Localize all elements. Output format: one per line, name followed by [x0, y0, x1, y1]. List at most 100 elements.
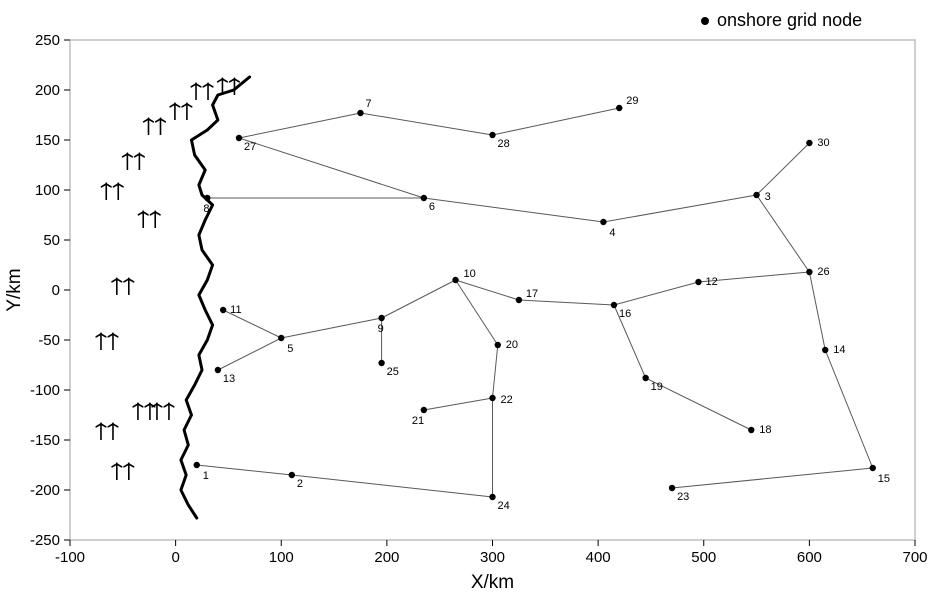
- grid-node: [278, 335, 284, 341]
- grid-node-label: 16: [619, 308, 631, 320]
- y-tick-label: 150: [35, 132, 60, 149]
- grid-node: [289, 472, 295, 478]
- grid-node-label: 19: [651, 381, 663, 393]
- grid-node: [495, 342, 501, 348]
- x-tick-label: 400: [586, 549, 611, 566]
- x-tick-label: 600: [797, 549, 822, 566]
- wind-farm-icon: [96, 423, 118, 440]
- grid-node-label: 4: [609, 227, 615, 239]
- grid-node: [204, 195, 210, 201]
- wind-farm-icon: [144, 118, 166, 135]
- y-tick-label: 50: [43, 232, 60, 249]
- wind-farm-icon: [101, 183, 123, 200]
- chart-container: -1000100200300400500600700-250-200-150-1…: [0, 0, 939, 599]
- edge: [424, 398, 493, 410]
- y-tick-label: -250: [30, 532, 60, 549]
- grid-node-label: 18: [759, 424, 771, 436]
- grid-node-label: 28: [498, 138, 510, 150]
- grid-node: [669, 485, 675, 491]
- grid-node: [611, 302, 617, 308]
- grid-node: [421, 407, 427, 413]
- grid-node: [378, 360, 384, 366]
- edge: [493, 345, 498, 398]
- y-tick-label: -100: [30, 382, 60, 399]
- grid-node-label: 13: [223, 373, 235, 385]
- y-tick-label: -150: [30, 432, 60, 449]
- grid-node: [806, 269, 812, 275]
- x-axis-label: X/km: [471, 572, 514, 593]
- grid-node-label: 26: [817, 266, 829, 278]
- edge: [292, 475, 493, 497]
- grid-node: [695, 279, 701, 285]
- grid-node: [357, 110, 363, 116]
- x-tick-label: 200: [374, 549, 399, 566]
- edge: [757, 143, 810, 195]
- edge: [603, 195, 756, 222]
- wind-farm-icon: [133, 403, 155, 420]
- edge: [757, 195, 810, 272]
- grid-node-label: 12: [705, 276, 717, 288]
- grid-node: [806, 140, 812, 146]
- edge: [218, 338, 281, 370]
- grid-node: [748, 427, 754, 433]
- edge: [614, 282, 699, 305]
- y-tick-label: 0: [52, 282, 60, 299]
- grid-node: [489, 494, 495, 500]
- grid-node: [489, 132, 495, 138]
- grid-node: [220, 307, 226, 313]
- wind-farm-icon: [138, 211, 160, 228]
- wind-farm-icon: [170, 103, 192, 120]
- edge: [456, 280, 519, 300]
- grid-node: [194, 462, 200, 468]
- wind-farm-icon: [191, 83, 213, 100]
- grid-node-label: 22: [501, 394, 513, 406]
- x-tick-label: 0: [171, 549, 179, 566]
- grid-node-label: 24: [498, 500, 510, 512]
- y-tick-label: 100: [35, 182, 60, 199]
- x-tick-label: 100: [269, 549, 294, 566]
- wind-farm-icon: [112, 278, 134, 295]
- wind-farm-icon: [123, 153, 145, 170]
- edge: [825, 350, 873, 468]
- edge: [519, 300, 614, 305]
- x-tick-label: 700: [902, 549, 927, 566]
- grid-node-label: 27: [244, 141, 256, 153]
- grid-node-label: 2: [297, 478, 303, 490]
- grid-node-label: 30: [817, 137, 829, 149]
- grid-node-label: 15: [878, 473, 890, 485]
- edge: [239, 113, 360, 138]
- wind-farm-icon: [152, 403, 174, 420]
- grid-node: [489, 395, 495, 401]
- wind-farm-icon: [112, 463, 134, 480]
- edge: [672, 468, 873, 488]
- y-tick-label: 200: [35, 82, 60, 99]
- edge: [382, 280, 456, 318]
- grid-node-label: 8: [203, 203, 209, 215]
- legend: onshore grid node: [701, 10, 862, 30]
- edge: [424, 198, 604, 222]
- grid-node-label: 20: [506, 339, 518, 351]
- edge: [456, 280, 498, 345]
- wind-farm-layer: [96, 78, 239, 480]
- x-tick-label: 500: [691, 549, 716, 566]
- grid-node: [870, 465, 876, 471]
- grid-node-label: 23: [677, 491, 689, 503]
- x-tick-label: -100: [55, 549, 85, 566]
- edge-layer: [197, 108, 873, 497]
- grid-node-label: 5: [287, 343, 293, 355]
- y-tick-label: -200: [30, 482, 60, 499]
- grid-node-label: 17: [526, 288, 538, 300]
- y-tick-label: -50: [38, 332, 60, 349]
- grid-node: [378, 315, 384, 321]
- x-tick-label: 300: [480, 549, 505, 566]
- edge: [493, 108, 620, 135]
- grid-node: [215, 367, 221, 373]
- grid-node: [822, 347, 828, 353]
- edge: [197, 465, 292, 475]
- grid-node-label: 14: [833, 344, 845, 356]
- grid-node: [421, 195, 427, 201]
- grid-node: [642, 375, 648, 381]
- grid-node: [616, 105, 622, 111]
- grid-node-label: 21: [412, 415, 424, 427]
- y-tick-label: 250: [35, 32, 60, 49]
